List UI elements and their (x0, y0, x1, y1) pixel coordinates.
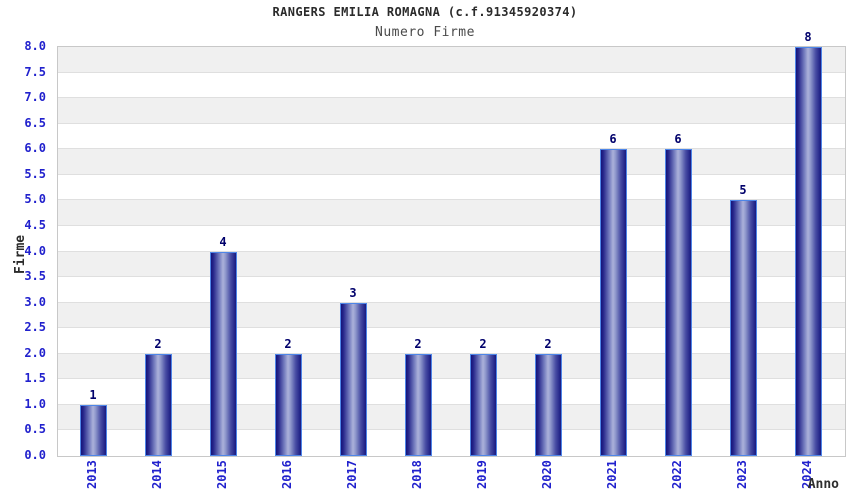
x-tick-label: 2016 (280, 460, 294, 489)
y-tick-label: 4.0 (24, 243, 46, 258)
y-tick-label: 1.0 (24, 396, 46, 411)
bar-value-label: 2 (154, 336, 162, 351)
bar-value-label: 2 (284, 336, 292, 351)
bar-value-label: 6 (609, 132, 617, 147)
plot-area: 1 2 4 2 3 2 2 2 6 6 5 8 (57, 30, 846, 457)
grid-band (58, 47, 845, 73)
bar-2019 (469, 353, 497, 456)
x-tick-label: 2015 (215, 460, 229, 489)
grid-band (58, 225, 845, 252)
y-tick-label: 0.5 (24, 422, 46, 437)
bar-2020 (534, 353, 562, 456)
grid-band (58, 430, 845, 456)
grid-band (58, 123, 845, 150)
grid-band (58, 174, 845, 201)
bar-value-label: 6 (674, 132, 682, 147)
y-tick-label: 8.0 (24, 39, 46, 53)
y-tick-label: 2.5 (24, 320, 46, 335)
bar-2023 (729, 200, 757, 456)
bar-value-label: 4 (219, 234, 227, 249)
grid-band (58, 277, 845, 303)
chart-subtitle: Numero Firme (375, 25, 475, 40)
bar-2021 (599, 149, 627, 456)
x-tick-label: 2022 (670, 460, 684, 489)
grid-band (58, 404, 845, 431)
bar-2024 (794, 47, 822, 456)
bar-value-label: 2 (479, 336, 487, 351)
y-tick-label: 7.5 (24, 64, 46, 79)
grid-band (58, 72, 845, 99)
x-tick-label: 2023 (735, 460, 749, 489)
bar-value-label: 2 (414, 336, 422, 351)
y-tick-label: 7.0 (24, 90, 46, 105)
y-tick-label: 3.5 (24, 269, 46, 284)
x-tick-label: 2021 (605, 460, 619, 489)
grid-band (58, 200, 845, 226)
bar-2022 (664, 149, 692, 456)
x-tick-label: 2019 (475, 460, 489, 489)
grid-band (58, 353, 845, 380)
grid-band (58, 251, 845, 278)
bar-value-label: 1 (89, 387, 97, 402)
y-tick-label: 5.0 (24, 192, 46, 207)
grid-band (58, 379, 845, 405)
bar-value-label: 3 (349, 285, 357, 300)
x-tick-label: 2017 (345, 460, 359, 489)
y-tick-label: 2.0 (24, 345, 46, 360)
bar-value-label: 8 (804, 30, 812, 44)
grid-band (58, 149, 845, 175)
bar-2014 (144, 353, 172, 456)
bar-2013 (79, 404, 107, 456)
x-tick-label: 2020 (540, 460, 554, 489)
bar-2018 (404, 353, 432, 456)
y-tick-label: 3.0 (24, 294, 46, 309)
y-tick-label: 4.5 (24, 217, 46, 232)
grid-band (58, 302, 845, 329)
x-tick-label: 2013 (85, 460, 99, 489)
grid-band (58, 328, 845, 354)
grid-band (58, 98, 845, 124)
bar-2015 (209, 251, 237, 456)
chart-title: RANGERS EMILIA ROMAGNA (c.f.91345920374) (272, 5, 578, 19)
y-tick-label: 1.5 (24, 371, 46, 386)
x-tick-label: 2018 (410, 460, 424, 489)
y-tick-label: 6.5 (24, 115, 46, 130)
bar-2017 (339, 302, 367, 456)
x-tick-label: 2014 (150, 460, 164, 489)
y-tick-label: 5.5 (24, 166, 46, 181)
y-tick-label: 6.0 (24, 141, 46, 156)
bar-value-label: 2 (544, 336, 552, 351)
bar-2016 (274, 353, 302, 456)
y-tick-label: 0.0 (24, 448, 46, 462)
bar-value-label: 5 (739, 183, 747, 198)
x-axis-label: Anno (807, 477, 839, 492)
